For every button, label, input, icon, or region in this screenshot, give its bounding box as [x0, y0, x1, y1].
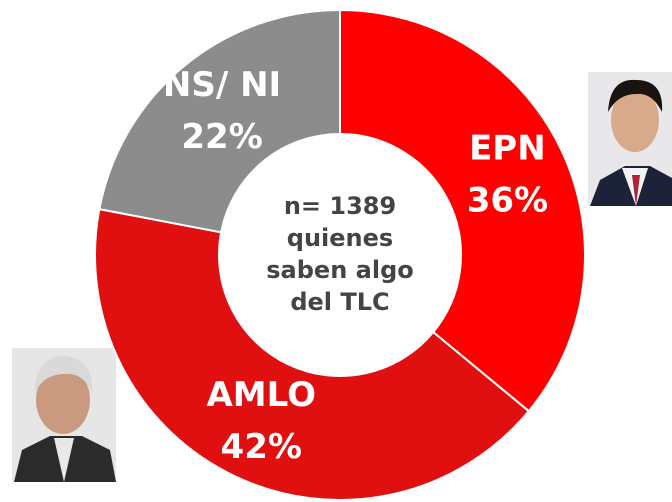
slice-label: EPN — [469, 129, 546, 169]
portrait-right — [588, 72, 672, 206]
slice-value: 22% — [181, 117, 262, 157]
slice-label: AMLO — [206, 375, 316, 415]
slice-value: 36% — [467, 181, 548, 221]
slice-value: 42% — [221, 427, 302, 467]
donut: EPN 36% AMLO 42% NS/ NI 22% — [95, 10, 585, 500]
center-text: n= 1389 — [284, 192, 396, 220]
chart: EPN 36% AMLO 42% NS/ NI 22% n= 1389 quienes sab… — [0, 0, 672, 502]
center-text: quienes — [287, 224, 393, 252]
center-text: del TLC — [290, 288, 389, 316]
center-text: saben algo — [266, 256, 413, 284]
portrait-left — [12, 348, 116, 482]
slice-label: NS/ NI — [163, 65, 281, 105]
center-note: n= 1389 quienes saben algo del TLC — [266, 192, 413, 316]
